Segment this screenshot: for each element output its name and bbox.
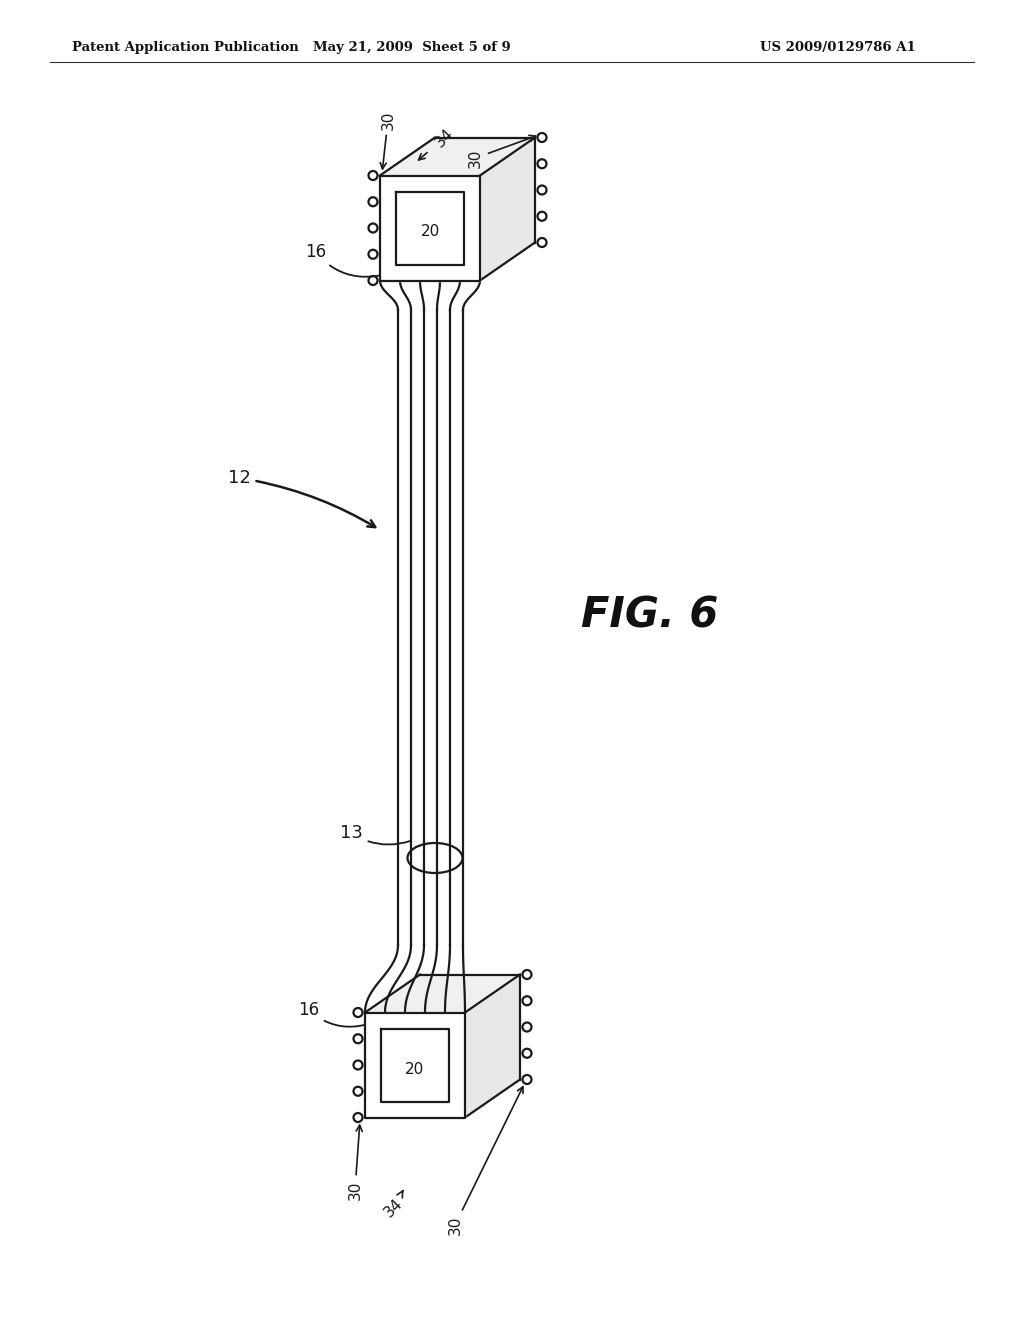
Text: 13: 13 bbox=[340, 824, 411, 845]
Polygon shape bbox=[480, 137, 535, 281]
Polygon shape bbox=[380, 137, 535, 176]
Text: 30: 30 bbox=[380, 111, 395, 169]
Text: 16: 16 bbox=[298, 1001, 372, 1027]
Text: 20: 20 bbox=[406, 1061, 425, 1077]
Polygon shape bbox=[365, 1012, 465, 1118]
Text: US 2009/0129786 A1: US 2009/0129786 A1 bbox=[760, 41, 915, 54]
Text: 16: 16 bbox=[305, 243, 379, 277]
Polygon shape bbox=[465, 974, 520, 1118]
Text: 30: 30 bbox=[447, 1086, 523, 1234]
Text: 34: 34 bbox=[419, 125, 457, 160]
Text: FIG. 6: FIG. 6 bbox=[582, 594, 719, 636]
Text: 20: 20 bbox=[421, 224, 439, 239]
Text: 30: 30 bbox=[347, 1125, 362, 1200]
Polygon shape bbox=[380, 176, 480, 281]
Text: Patent Application Publication: Patent Application Publication bbox=[72, 41, 299, 54]
Polygon shape bbox=[365, 974, 520, 1012]
Text: 30: 30 bbox=[468, 136, 536, 168]
Text: 34: 34 bbox=[381, 1191, 406, 1220]
Text: May 21, 2009  Sheet 5 of 9: May 21, 2009 Sheet 5 of 9 bbox=[313, 41, 511, 54]
Text: 12: 12 bbox=[228, 469, 375, 527]
